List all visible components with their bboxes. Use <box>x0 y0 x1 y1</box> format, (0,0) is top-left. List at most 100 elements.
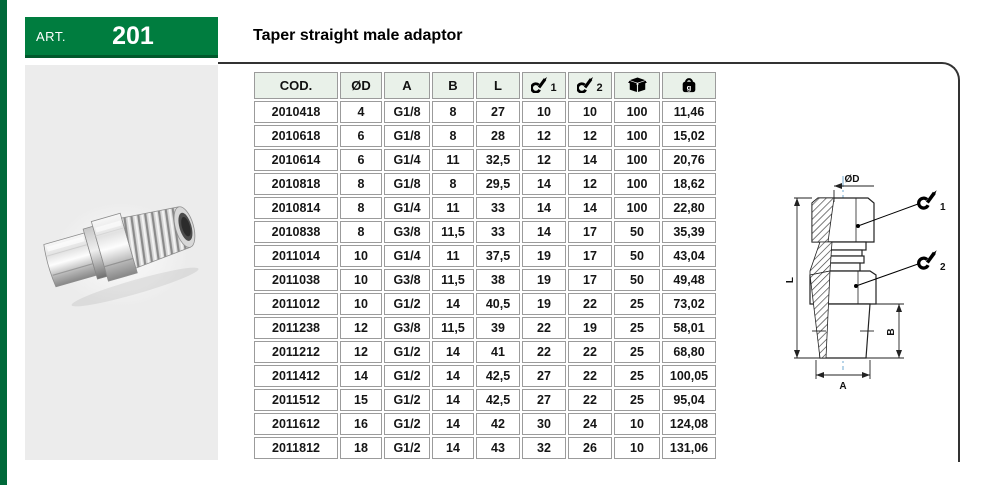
table-cell: 25 <box>614 341 660 363</box>
table-row: 2011238 12 G3/8 11,5 39 22 19 25 58,01 <box>254 317 716 339</box>
table-cell: 14 <box>432 365 474 387</box>
table-cell: 18 <box>340 437 382 459</box>
table-cell: 8 <box>432 173 474 195</box>
table-row: 2011412 14 G1/2 14 42,5 27 22 25 100,05 <box>254 365 716 387</box>
svg-text:B: B <box>886 328 897 335</box>
table-cell: 27 <box>476 101 520 123</box>
table-row: 2011014 10 G1/4 11 37,5 19 17 50 43,04 <box>254 245 716 267</box>
art-number-box: ART. 201 <box>25 17 218 58</box>
table-cell: 2011512 <box>254 389 338 411</box>
table-cell: 24 <box>568 413 612 435</box>
table-cell: 12 <box>568 173 612 195</box>
table-cell: 2011612 <box>254 413 338 435</box>
svg-text:ØD: ØD <box>845 174 860 185</box>
table-cell: 2011038 <box>254 269 338 291</box>
table-cell: 22,80 <box>662 197 716 219</box>
table-cell: 100 <box>614 149 660 171</box>
table-cell: 95,04 <box>662 389 716 411</box>
wrench1-callout: 1 <box>856 188 946 228</box>
table-row: 2011612 16 G1/2 14 42 30 24 10 124,08 <box>254 413 716 435</box>
table-cell: 43 <box>476 437 520 459</box>
weight-grams-icon: g <box>682 77 696 92</box>
table-cell: 22 <box>568 293 612 315</box>
table-cell: G1/2 <box>384 341 430 363</box>
table-cell: G1/2 <box>384 293 430 315</box>
table-cell: 2011412 <box>254 365 338 387</box>
table-cell: 10 <box>568 101 612 123</box>
table-cell: 33 <box>476 221 520 243</box>
table-cell: 14 <box>568 197 612 219</box>
table-cell: 22 <box>568 389 612 411</box>
table-cell: 6 <box>340 125 382 147</box>
dim-od: ØD <box>833 174 874 202</box>
table-cell: 2010618 <box>254 125 338 147</box>
wrench-icon <box>531 75 549 93</box>
table-cell: 42 <box>476 413 520 435</box>
table-cell: 29,5 <box>476 173 520 195</box>
table-cell: 8 <box>432 101 474 123</box>
table-cell: 11,46 <box>662 101 716 123</box>
table-cell: 14 <box>432 413 474 435</box>
svg-text:L: L <box>786 277 796 283</box>
col-header-b: B <box>432 72 474 99</box>
table-cell: 17 <box>568 245 612 267</box>
table-cell: 22 <box>568 341 612 363</box>
svg-text:A: A <box>839 381 846 392</box>
table-cell: G1/4 <box>384 197 430 219</box>
table-cell: 25 <box>614 293 660 315</box>
table-cell: 2010418 <box>254 101 338 123</box>
table-cell: 11 <box>432 149 474 171</box>
table-cell: 14 <box>432 293 474 315</box>
table-cell: 35,39 <box>662 221 716 243</box>
table-cell: 25 <box>614 389 660 411</box>
table-cell: G1/4 <box>384 245 430 267</box>
table-cell: 17 <box>568 269 612 291</box>
table-cell: 25 <box>614 317 660 339</box>
table-cell: 10 <box>614 413 660 435</box>
table-cell: 2011012 <box>254 293 338 315</box>
table-cell: 2010818 <box>254 173 338 195</box>
product-photo-panel <box>25 65 218 460</box>
col-header-od: ØD <box>340 72 382 99</box>
table-cell: G1/8 <box>384 125 430 147</box>
table-cell: 33 <box>476 197 520 219</box>
table-cell: 12 <box>568 125 612 147</box>
table-cell: 39 <box>476 317 520 339</box>
table-cell: 25 <box>614 365 660 387</box>
table-cell: G1/4 <box>384 149 430 171</box>
table-cell: 32,5 <box>476 149 520 171</box>
table-cell: 124,08 <box>662 413 716 435</box>
table-cell: 2011238 <box>254 317 338 339</box>
left-accent-bar <box>0 0 7 485</box>
table-cell: 20,76 <box>662 149 716 171</box>
table-cell: G3/8 <box>384 269 430 291</box>
wrench2-callout: 2 <box>854 248 946 288</box>
table-cell: 58,01 <box>662 317 716 339</box>
page-title: Taper straight male adaptor <box>253 27 463 44</box>
table-cell: 22 <box>522 317 566 339</box>
table-cell: 19 <box>568 317 612 339</box>
table-cell: 100,05 <box>662 365 716 387</box>
table-cell: 12 <box>340 341 382 363</box>
table-cell: 40,5 <box>476 293 520 315</box>
table-cell: 50 <box>614 245 660 267</box>
col-header-weight: g <box>662 72 716 99</box>
table-cell: 2011812 <box>254 437 338 459</box>
table-cell: G1/2 <box>384 413 430 435</box>
table-cell: 41 <box>476 341 520 363</box>
table-cell: 15,02 <box>662 125 716 147</box>
table-cell: 14 <box>432 341 474 363</box>
table-cell: 49,48 <box>662 269 716 291</box>
table-cell: 11,5 <box>432 221 474 243</box>
table-cell: 42,5 <box>476 389 520 411</box>
wrench-icon <box>916 188 939 210</box>
dim-l: L <box>786 197 820 359</box>
table-cell: G1/2 <box>384 437 430 459</box>
col-header-wrench2: 2 <box>568 72 612 99</box>
table-cell: 16 <box>340 413 382 435</box>
table-cell: 19 <box>522 245 566 267</box>
table-cell: 100 <box>614 101 660 123</box>
table-cell: 6 <box>340 149 382 171</box>
table-cell: 11,5 <box>432 317 474 339</box>
col-header-a: A <box>384 72 430 99</box>
